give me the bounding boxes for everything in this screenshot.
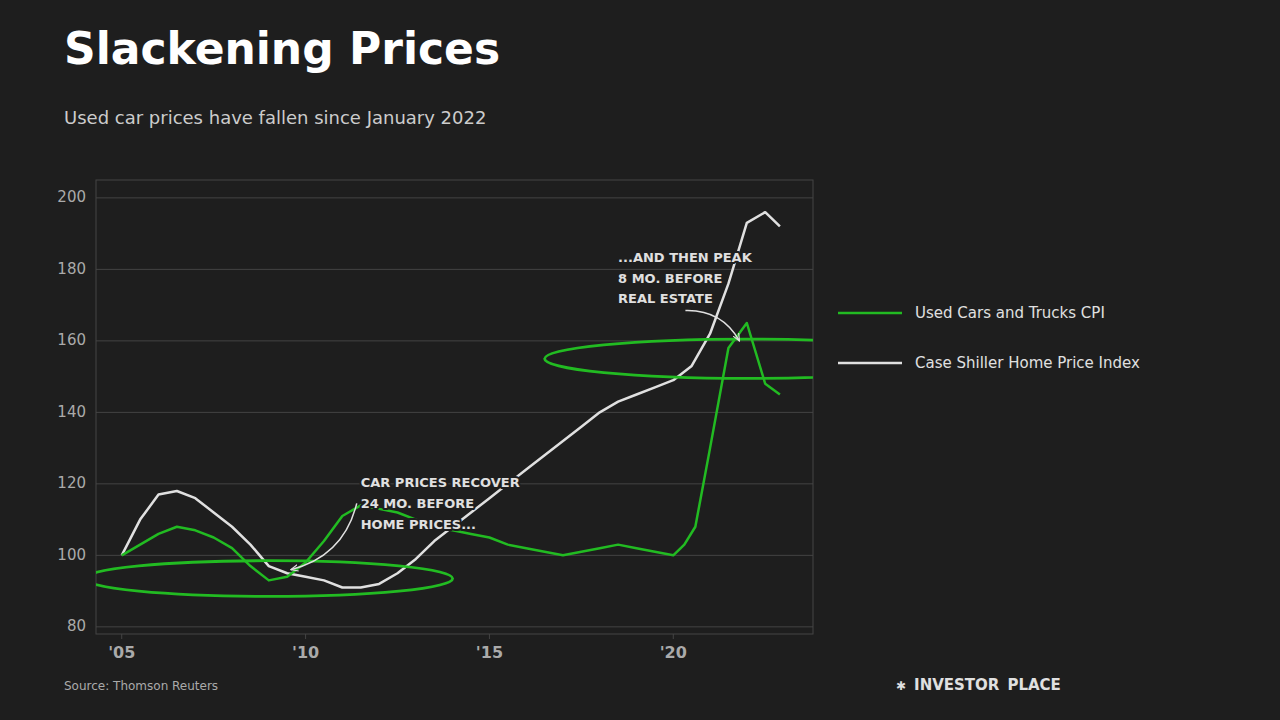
legend: Used Cars and Trucks CPI Case Shiller Hom… (838, 304, 1140, 372)
legend-entry: Used Cars and Trucks CPI (915, 304, 1105, 322)
x-tick-label: '10 (292, 643, 319, 662)
branding: INVESTOR (914, 676, 1000, 694)
chart: Slackening Prices Used car prices have fa… (0, 0, 1280, 720)
x-tick-label: '15 (476, 643, 503, 662)
annotation-arrow (685, 310, 739, 340)
plot-area (96, 212, 813, 596)
plot-frame (96, 180, 813, 634)
highlight-circle (545, 339, 813, 378)
x-tick (489, 634, 490, 639)
y-tick-label: 180 (57, 260, 86, 278)
y-tick-label: 140 (57, 403, 86, 421)
grid-line (96, 197, 813, 198)
series-line (122, 323, 780, 580)
subtitle: Used car prices have fallen since Januar… (64, 107, 486, 128)
grid-line (96, 626, 813, 627)
branding: PLACE (1007, 676, 1060, 694)
x-tick-label: '05 (108, 643, 135, 662)
x-tick (305, 634, 306, 639)
y-tick-label: 160 (57, 331, 86, 349)
y-tick-label: 200 (57, 188, 86, 206)
annotation: ...AND THEN PEAK8 MO. BEFOREREAL ESTATE (618, 250, 753, 341)
series-line (122, 212, 780, 587)
source: Source: Thomson Reuters (64, 679, 218, 693)
y-tick-label: 80 (67, 617, 86, 635)
legend-swatch (838, 312, 902, 315)
grid-line (96, 555, 813, 556)
y-tick-label: 120 (57, 474, 86, 492)
x-tick (673, 634, 674, 639)
title: Slackening Prices (64, 23, 500, 74)
highlight-circle (96, 561, 453, 597)
y-tick-label: 100 (57, 546, 86, 564)
annotation-text: CAR PRICES RECOVER24 MO. BEFOREHOME PRIC… (361, 475, 520, 532)
background (0, 0, 1280, 720)
x-tick-label: '20 (660, 643, 687, 662)
x-tick (121, 634, 122, 639)
annotation-arrow (291, 503, 357, 569)
branding: ✱ (896, 679, 906, 693)
annotation-text: ...AND THEN PEAK8 MO. BEFOREREAL ESTATE (618, 250, 753, 307)
legend-swatch (838, 362, 902, 365)
grid-line (96, 412, 813, 413)
annotation: CAR PRICES RECOVER24 MO. BEFOREHOME PRIC… (291, 475, 520, 570)
legend-entry: Case Shiller Home Price Index (915, 354, 1140, 372)
